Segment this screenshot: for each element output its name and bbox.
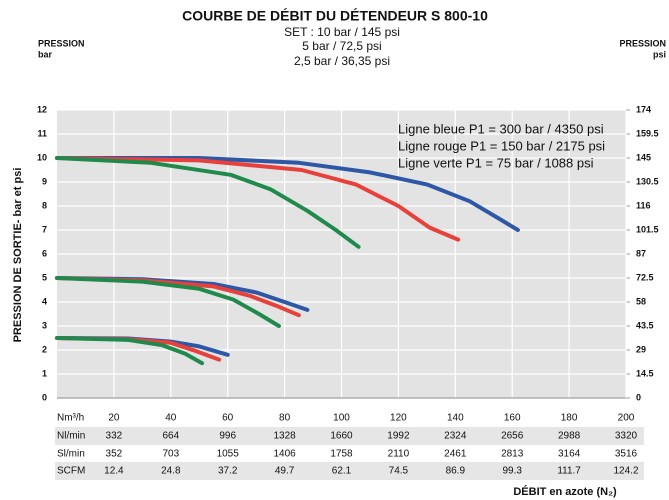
y2-tick-label: 174 xyxy=(636,104,651,114)
table-cell: 2813 xyxy=(501,449,524,460)
y-tick-label: 0 xyxy=(42,392,47,402)
table-cell: 1328 xyxy=(273,431,296,442)
table-cell: 3516 xyxy=(615,449,638,460)
y2-tick-label: 43.5 xyxy=(636,320,654,330)
x-tick-label: 120 xyxy=(390,413,407,424)
row-label: Sl/min xyxy=(57,449,85,460)
y-tick-label: 2 xyxy=(42,344,47,354)
table-cell: 86.9 xyxy=(446,466,466,477)
y-tick-label: 9 xyxy=(42,176,47,186)
x-axis-label: DÉBIT en azote (N₂) xyxy=(513,485,617,498)
y-axis-label: PRESSION DE SORTIE- bar et psi xyxy=(12,168,24,343)
annotation: Ligne bleue P1 = 300 bar / 4350 psi xyxy=(398,121,604,136)
subtitle: SET : 10 bar / 145 psi xyxy=(284,25,400,39)
chart-title: COURBE DE DÉBIT DU DÉTENDEUR S 800-10 xyxy=(182,8,488,24)
y-tick-label: 12 xyxy=(37,104,47,114)
y2-tick-label: 145 xyxy=(636,152,651,162)
y2-tick-label: 0 xyxy=(636,392,641,402)
table-cell: 74.5 xyxy=(389,466,409,477)
table-cell: 2324 xyxy=(444,431,467,442)
y-tick-label: 8 xyxy=(42,200,47,210)
table-cell: 37.2 xyxy=(218,466,238,477)
table-cell: 62.1 xyxy=(332,466,352,477)
y-tick-label: 1 xyxy=(42,368,47,378)
x-tick-label: 200 xyxy=(618,413,635,424)
y2-tick-label: 72.5 xyxy=(636,272,654,282)
table-cell: 2988 xyxy=(558,431,581,442)
row-label: Nl/min xyxy=(57,431,85,442)
y2-tick-label: 14.5 xyxy=(636,368,654,378)
x-tick-label: 40 xyxy=(165,413,177,424)
y-tick-label: 10 xyxy=(37,152,47,162)
line xyxy=(55,156,361,249)
y-tick-label: 7 xyxy=(42,224,47,234)
x-tick-label: 180 xyxy=(561,413,578,424)
annotation: Ligne rouge P1 = 150 bar / 2175 psi xyxy=(398,138,605,153)
y2-tick-label: 29 xyxy=(636,344,646,354)
table-cell: 1660 xyxy=(330,431,353,442)
line xyxy=(55,156,520,232)
table-cell: 1055 xyxy=(217,449,240,460)
x-tick-label: 100 xyxy=(333,413,350,424)
y-tick-label: 6 xyxy=(42,248,47,258)
line xyxy=(55,276,281,328)
y-tick-label: 11 xyxy=(37,128,47,138)
table-cell: 49.7 xyxy=(275,466,295,477)
x-tick-label: 140 xyxy=(447,413,464,424)
axis-header: psi xyxy=(653,49,666,59)
annotation: Ligne verte P1 = 75 bar / 1088 psi xyxy=(398,155,594,170)
x-tick-label: 160 xyxy=(504,413,521,424)
row-band xyxy=(55,462,644,480)
table-cell: 3164 xyxy=(558,449,581,460)
line xyxy=(55,336,205,366)
table-cell: 352 xyxy=(106,449,123,460)
y2-tick-label: 116 xyxy=(636,200,651,210)
table-cell: 2656 xyxy=(501,431,524,442)
x-tick-label: 20 xyxy=(108,413,120,424)
y2-tick-label: 101.5 xyxy=(636,224,659,234)
subtitle: 2,5 bar / 36,35 psi xyxy=(294,54,390,68)
y-tick-label: 4 xyxy=(42,296,47,306)
table-cell: 332 xyxy=(106,431,123,442)
table-cell: 996 xyxy=(219,431,236,442)
y2-tick-label: 87 xyxy=(636,248,646,258)
table-cell: 111.7 xyxy=(557,466,581,477)
table-cell: 124.2 xyxy=(613,466,638,477)
x-tick-label: 80 xyxy=(279,413,291,424)
y-tick-label: 5 xyxy=(42,272,47,282)
table-cell: 2110 xyxy=(388,449,410,460)
table-cell: 664 xyxy=(162,431,179,442)
line xyxy=(55,156,461,242)
table-cell: 2461 xyxy=(444,449,467,460)
x-unit: Nm³/h xyxy=(57,413,84,424)
axis-header: PRESSION xyxy=(38,38,85,48)
axis-header: bar xyxy=(38,49,53,59)
table-cell: 3320 xyxy=(615,431,638,442)
y2-tick-label: 58 xyxy=(636,296,646,306)
table-cell: 1992 xyxy=(387,431,410,442)
table-cell: 12.4 xyxy=(104,466,124,477)
y-tick-label: 3 xyxy=(42,320,47,330)
table-cell: 1406 xyxy=(273,449,296,460)
subtitle: 5 bar / 72,5 psi xyxy=(302,39,381,53)
row-band xyxy=(55,427,644,445)
y2-tick-label: 159.5 xyxy=(636,128,659,138)
table-cell: 24.8 xyxy=(161,466,181,477)
table-cell: 1758 xyxy=(330,449,353,460)
row-label: SCFM xyxy=(57,466,85,477)
table-cell: 99.3 xyxy=(502,466,522,477)
y2-tick-label: 130.5 xyxy=(636,176,659,186)
axis-header: PRESSION xyxy=(619,38,666,48)
table-cell: 703 xyxy=(162,449,179,460)
x-tick-label: 60 xyxy=(222,413,234,424)
